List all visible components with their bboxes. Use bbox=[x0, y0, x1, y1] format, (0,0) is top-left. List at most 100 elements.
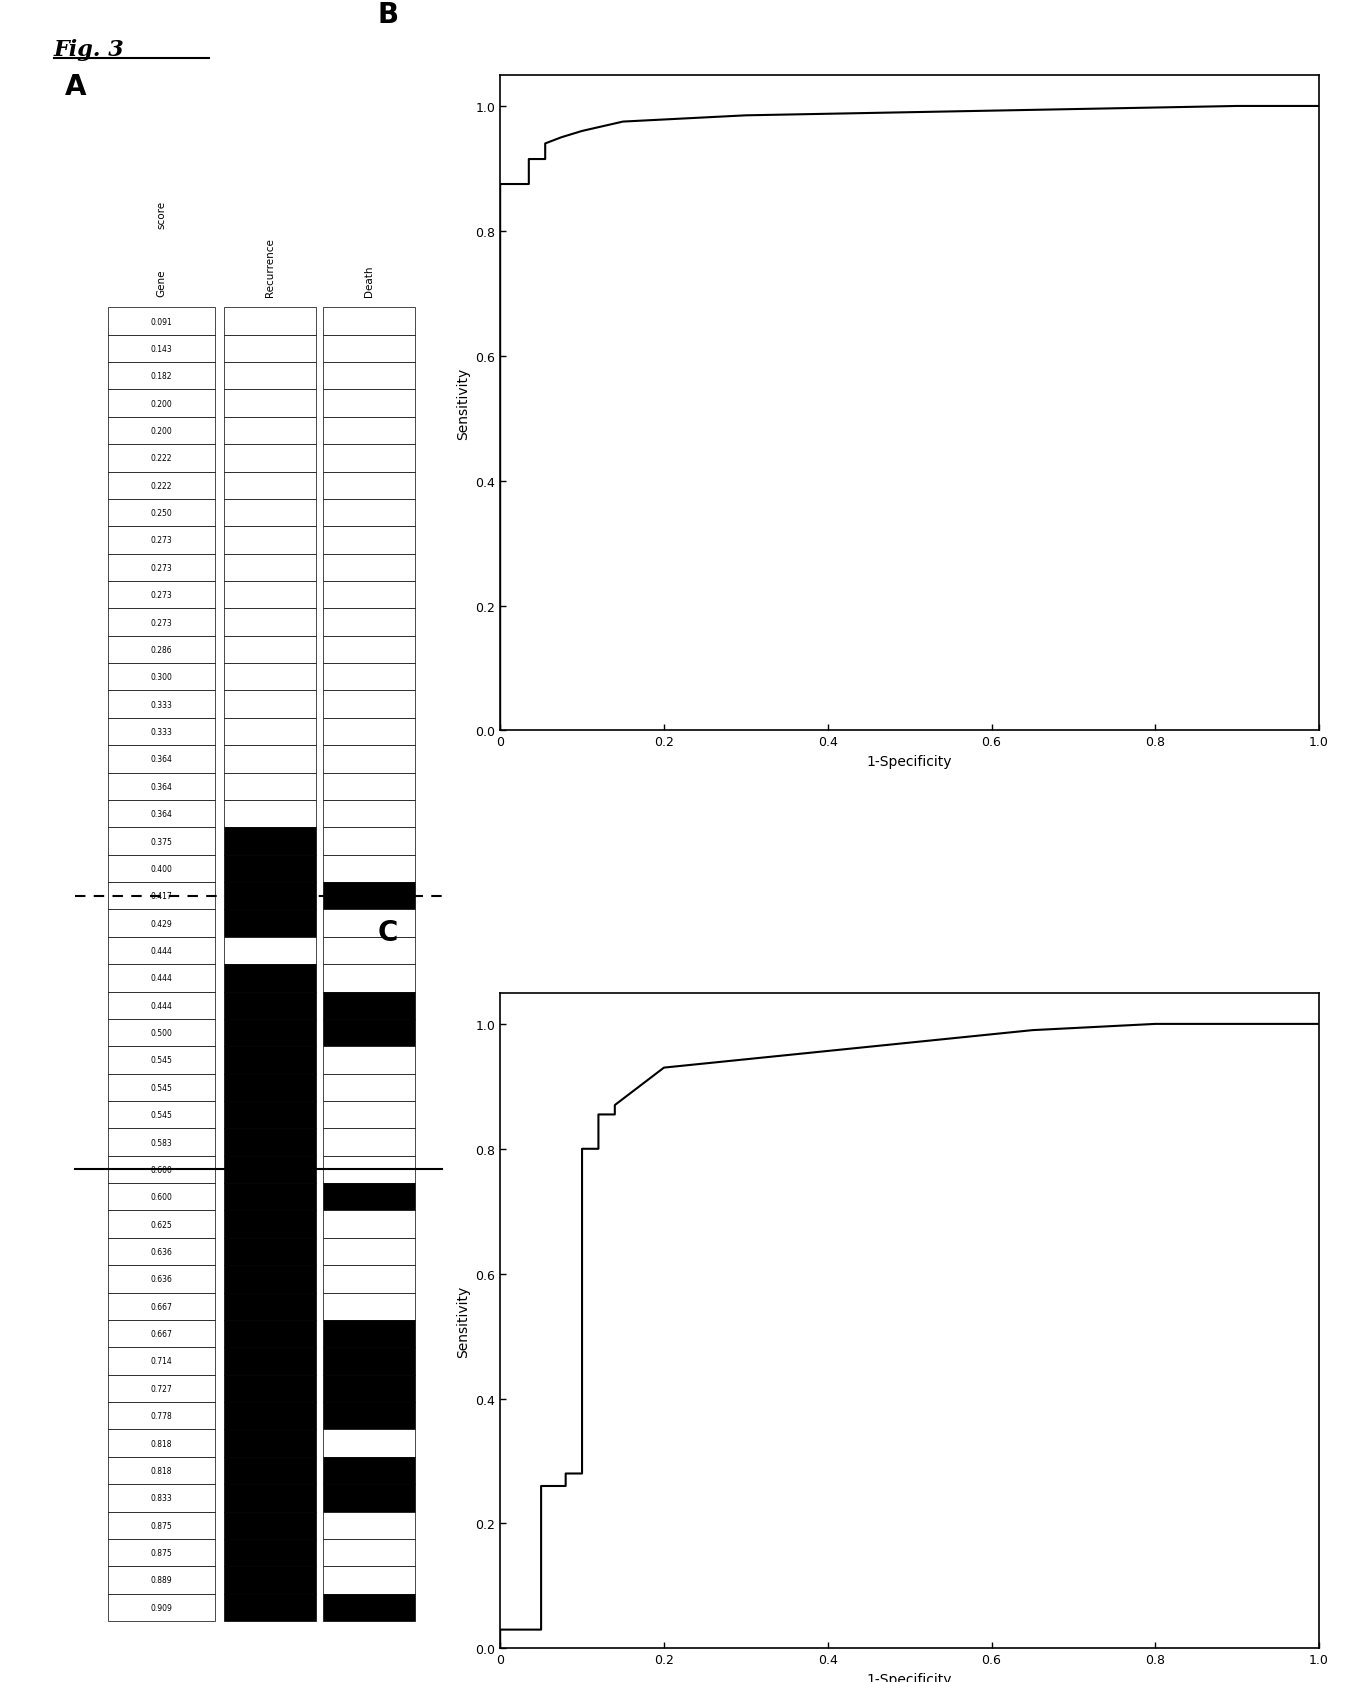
Bar bbox=[108, 308, 215, 335]
Bar bbox=[223, 1512, 316, 1539]
Bar bbox=[323, 1374, 415, 1403]
Text: 0.545: 0.545 bbox=[151, 1056, 172, 1065]
Bar bbox=[323, 1102, 415, 1129]
Text: 0.273: 0.273 bbox=[151, 537, 172, 545]
Bar bbox=[323, 1347, 415, 1374]
Bar bbox=[108, 363, 215, 390]
Text: 0.583: 0.583 bbox=[151, 1139, 172, 1147]
Bar bbox=[323, 417, 415, 446]
Text: 0.600: 0.600 bbox=[151, 1193, 172, 1201]
Text: 0.364: 0.364 bbox=[151, 809, 172, 819]
Bar bbox=[108, 1539, 215, 1566]
Bar bbox=[323, 964, 415, 992]
Text: 0.273: 0.273 bbox=[151, 619, 172, 627]
Text: 0.778: 0.778 bbox=[151, 1411, 172, 1420]
Text: 0.636: 0.636 bbox=[151, 1248, 172, 1256]
Bar bbox=[323, 774, 415, 801]
Text: 0.667: 0.667 bbox=[151, 1302, 172, 1310]
Bar bbox=[223, 1211, 316, 1238]
Bar bbox=[108, 609, 215, 636]
Bar bbox=[108, 473, 215, 500]
Bar bbox=[108, 1403, 215, 1430]
Bar bbox=[223, 609, 316, 636]
Bar bbox=[323, 636, 415, 664]
Bar bbox=[223, 1566, 316, 1593]
Text: A: A bbox=[65, 72, 86, 101]
Bar bbox=[323, 390, 415, 417]
Bar bbox=[323, 1484, 415, 1512]
Bar bbox=[223, 1238, 316, 1265]
Bar bbox=[323, 801, 415, 828]
Bar bbox=[323, 1566, 415, 1593]
Bar bbox=[323, 745, 415, 774]
Bar bbox=[108, 664, 215, 691]
Bar bbox=[223, 828, 316, 854]
Text: 0.200: 0.200 bbox=[151, 427, 172, 436]
Bar bbox=[323, 1403, 415, 1430]
X-axis label: 1-Specificity: 1-Specificity bbox=[867, 1672, 953, 1682]
Text: 0.200: 0.200 bbox=[151, 399, 172, 409]
Text: 0.545: 0.545 bbox=[151, 1110, 172, 1120]
Bar bbox=[323, 910, 415, 937]
Bar bbox=[108, 1238, 215, 1265]
Bar bbox=[223, 774, 316, 801]
Bar bbox=[223, 1129, 316, 1156]
Bar bbox=[323, 363, 415, 390]
Text: 0.400: 0.400 bbox=[151, 865, 172, 873]
Bar bbox=[223, 1102, 316, 1129]
Bar bbox=[223, 1019, 316, 1046]
Bar bbox=[323, 1238, 415, 1265]
Text: 0.600: 0.600 bbox=[151, 1166, 172, 1174]
Text: 0.818: 0.818 bbox=[151, 1467, 172, 1475]
Bar bbox=[108, 964, 215, 992]
Bar bbox=[223, 636, 316, 664]
Bar bbox=[323, 854, 415, 883]
Bar bbox=[223, 854, 316, 883]
Text: 0.727: 0.727 bbox=[151, 1384, 172, 1393]
Bar bbox=[323, 1293, 415, 1320]
Bar bbox=[223, 1403, 316, 1430]
Bar bbox=[223, 964, 316, 992]
Bar bbox=[323, 1265, 415, 1293]
Bar bbox=[223, 1156, 316, 1184]
Text: Recurrence: Recurrence bbox=[265, 239, 275, 298]
Bar bbox=[108, 1156, 215, 1184]
Bar bbox=[223, 910, 316, 937]
Bar bbox=[108, 801, 215, 828]
Bar bbox=[108, 1320, 215, 1347]
Bar bbox=[323, 582, 415, 609]
Bar bbox=[108, 335, 215, 363]
Text: 0.889: 0.889 bbox=[151, 1576, 172, 1584]
Bar bbox=[223, 582, 316, 609]
Text: 0.667: 0.667 bbox=[151, 1329, 172, 1339]
Text: score: score bbox=[156, 200, 167, 229]
Text: 0.444: 0.444 bbox=[151, 947, 172, 955]
Bar bbox=[323, 992, 415, 1019]
Bar bbox=[108, 1457, 215, 1484]
Text: Gene: Gene bbox=[156, 269, 167, 298]
Bar bbox=[108, 1211, 215, 1238]
Bar bbox=[323, 718, 415, 745]
Text: 0.545: 0.545 bbox=[151, 1083, 172, 1092]
Bar bbox=[108, 774, 215, 801]
Bar bbox=[108, 828, 215, 854]
Bar bbox=[223, 801, 316, 828]
Y-axis label: Sensitivity: Sensitivity bbox=[456, 1285, 470, 1357]
Bar bbox=[223, 1484, 316, 1512]
Text: 0.333: 0.333 bbox=[151, 728, 172, 737]
Text: 0.417: 0.417 bbox=[151, 891, 172, 900]
Bar bbox=[323, 1593, 415, 1621]
Bar bbox=[223, 555, 316, 582]
Bar bbox=[108, 910, 215, 937]
X-axis label: 1-Specificity: 1-Specificity bbox=[867, 754, 953, 769]
Bar bbox=[108, 500, 215, 526]
Text: 0.909: 0.909 bbox=[151, 1603, 172, 1611]
Bar bbox=[108, 446, 215, 473]
Bar bbox=[223, 718, 316, 745]
Bar bbox=[323, 1184, 415, 1211]
Bar bbox=[223, 992, 316, 1019]
Bar bbox=[323, 691, 415, 718]
Bar bbox=[323, 1539, 415, 1566]
Bar bbox=[223, 500, 316, 526]
Text: Fig. 3: Fig. 3 bbox=[54, 39, 125, 61]
